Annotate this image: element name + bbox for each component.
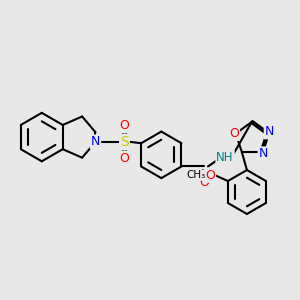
Text: N: N	[265, 125, 274, 138]
Text: O: O	[120, 152, 130, 165]
Text: S: S	[120, 135, 129, 149]
Text: CH₃: CH₃	[186, 170, 205, 180]
Text: O: O	[120, 119, 130, 132]
Text: N: N	[91, 135, 100, 148]
Text: NH: NH	[216, 151, 234, 164]
Text: O: O	[205, 169, 215, 182]
Text: N: N	[259, 147, 268, 161]
Text: O: O	[199, 176, 209, 189]
Text: O: O	[229, 127, 239, 140]
